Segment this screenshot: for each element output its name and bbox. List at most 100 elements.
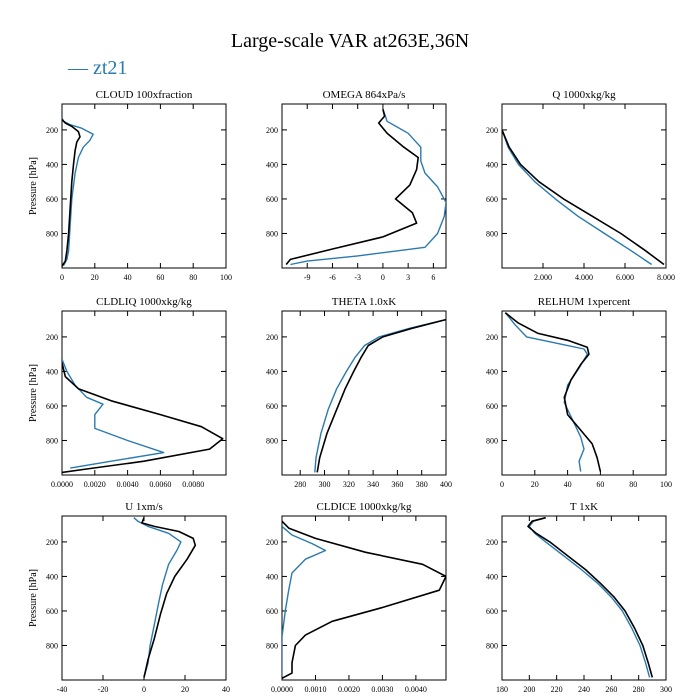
y-axis-label: Pressure [hPa] <box>28 157 39 215</box>
y-tick-label: 400 <box>486 367 498 376</box>
plot-frame <box>281 103 447 269</box>
x-tick-label: 180 <box>496 685 508 694</box>
plot-frame <box>61 515 227 681</box>
x-tick-label: 0.0040 <box>117 480 139 489</box>
panel-title: T 1xK <box>570 501 598 513</box>
series-line-1 <box>62 117 94 266</box>
x-tick-label: 40 <box>222 685 230 694</box>
series-line-1 <box>133 517 182 678</box>
plot-frame <box>61 103 227 269</box>
x-tick-label: 0.0000 <box>271 685 293 694</box>
panel-title: OMEGA 864xPa/s <box>323 89 406 101</box>
y-tick-label: 800 <box>46 436 58 445</box>
x-tick-label: 320 <box>343 480 355 489</box>
chart-panel-4: CLDLIQ 1000xkg/kg 0.0000 0.0020 0.0040 0.006… <box>28 296 227 489</box>
x-tick-label: 0 <box>142 685 146 694</box>
x-tick-label: -20 <box>98 685 109 694</box>
series-line-2 <box>502 129 665 266</box>
y-axis-label: Pressure [hPa] <box>28 364 39 422</box>
figure-title: Large-scale VAR at263E,36N <box>230 30 470 52</box>
x-tick-label: 20 <box>181 685 189 694</box>
x-tick-label: 300 <box>319 480 331 489</box>
y-tick-label: 400 <box>486 572 498 581</box>
y-tick-label: 400 <box>266 367 278 376</box>
x-tick-label: 280 <box>294 480 306 489</box>
x-tick-label: 8.000 <box>657 273 675 282</box>
x-tick-label: 0.0000 <box>51 480 73 489</box>
y-tick-label: 800 <box>486 641 498 650</box>
plot-frame <box>281 310 447 476</box>
y-tick-label: 600 <box>266 195 278 204</box>
series-line-1 <box>502 129 652 266</box>
series-line-1 <box>290 108 446 266</box>
series-line-2 <box>282 520 446 680</box>
y-tick-label: 400 <box>46 160 58 169</box>
panel-title: CLDICE 1000xkg/kg <box>316 501 412 513</box>
y-tick-label: 600 <box>266 402 278 411</box>
series-line-2 <box>527 516 654 678</box>
x-tick-label: 0.0020 <box>84 480 106 489</box>
x-tick-label: 200 <box>523 685 535 694</box>
plot-frame <box>501 515 667 681</box>
x-tick-label: 0.0060 <box>149 480 171 489</box>
x-tick-label: -9 <box>304 273 311 282</box>
plot-frame <box>281 515 447 681</box>
y-tick-label: 200 <box>46 333 58 342</box>
x-tick-label: -3 <box>354 273 361 282</box>
x-tick-label: 40 <box>564 480 572 489</box>
y-tick-label: 600 <box>46 402 58 411</box>
y-tick-label: 600 <box>46 195 58 204</box>
series-line-1 <box>504 312 588 472</box>
panel-title: U 1xm/s <box>125 501 163 513</box>
panel-title: Q 1000xkg/kg <box>552 89 616 101</box>
x-tick-label: 60 <box>596 480 604 489</box>
series-line-2 <box>62 118 81 267</box>
chart-panel-8: CLDICE 1000xkg/kg 0.0000 0.0010 0.0020 0.003… <box>266 501 447 694</box>
x-tick-label: 380 <box>416 480 428 489</box>
x-tick-label: 0 <box>60 273 64 282</box>
y-tick-label: 800 <box>46 641 58 650</box>
x-tick-label: 80 <box>629 480 637 489</box>
panel-title: RELHUM 1xpercent <box>538 296 631 308</box>
series-line-1 <box>62 359 165 469</box>
y-tick-label: 400 <box>266 572 278 581</box>
chart-panel-1: CLOUD 100xfraction 0 20 40 60 80 100 200 400 600 8… <box>28 89 232 282</box>
legend-label: zt21 <box>93 57 128 79</box>
x-tick-label: 0.0080 <box>182 480 204 489</box>
x-tick-label: 100 <box>660 480 672 489</box>
x-tick-label: 20 <box>531 480 539 489</box>
x-tick-label: 3 <box>406 273 410 282</box>
chart-panel-5: THETA 1.0xK 280 300 320 340 360 380 400 200 400 60… <box>266 296 452 489</box>
x-tick-label: -6 <box>329 273 336 282</box>
series-line-2 <box>62 362 224 474</box>
y-tick-label: 200 <box>486 538 498 547</box>
y-tick-label: 600 <box>486 402 498 411</box>
y-tick-label: 200 <box>266 333 278 342</box>
y-axis-label: Pressure [hPa] <box>28 569 39 627</box>
x-tick-label: 40 <box>124 273 132 282</box>
y-tick-label: 200 <box>46 126 58 135</box>
y-tick-label: 400 <box>266 160 278 169</box>
y-tick-label: 200 <box>486 333 498 342</box>
x-tick-label: 100 <box>220 273 232 282</box>
series-line-1 <box>528 517 651 678</box>
x-tick-label: 400 <box>440 480 452 489</box>
x-tick-label: 0.0040 <box>405 685 427 694</box>
y-tick-label: 600 <box>486 195 498 204</box>
plot-frame <box>501 103 667 269</box>
y-tick-label: 400 <box>486 160 498 169</box>
y-tick-label: 800 <box>486 229 498 238</box>
chart-panel-9: T 1xK 180 200 220 240 260 280 300 200 400 600 800 <box>486 501 672 694</box>
series-line-2 <box>141 517 197 678</box>
x-tick-label: 6.000 <box>616 273 634 282</box>
y-tick-label: 800 <box>266 436 278 445</box>
x-tick-label: -40 <box>57 685 68 694</box>
x-tick-label: 6 <box>431 273 435 282</box>
x-tick-label: 2.000 <box>534 273 552 282</box>
x-tick-label: 240 <box>578 685 590 694</box>
y-tick-label: 800 <box>486 436 498 445</box>
panel-title: CLDLIQ 1000xkg/kg <box>96 296 192 308</box>
x-tick-label: 260 <box>605 685 617 694</box>
y-tick-label: 200 <box>486 126 498 135</box>
